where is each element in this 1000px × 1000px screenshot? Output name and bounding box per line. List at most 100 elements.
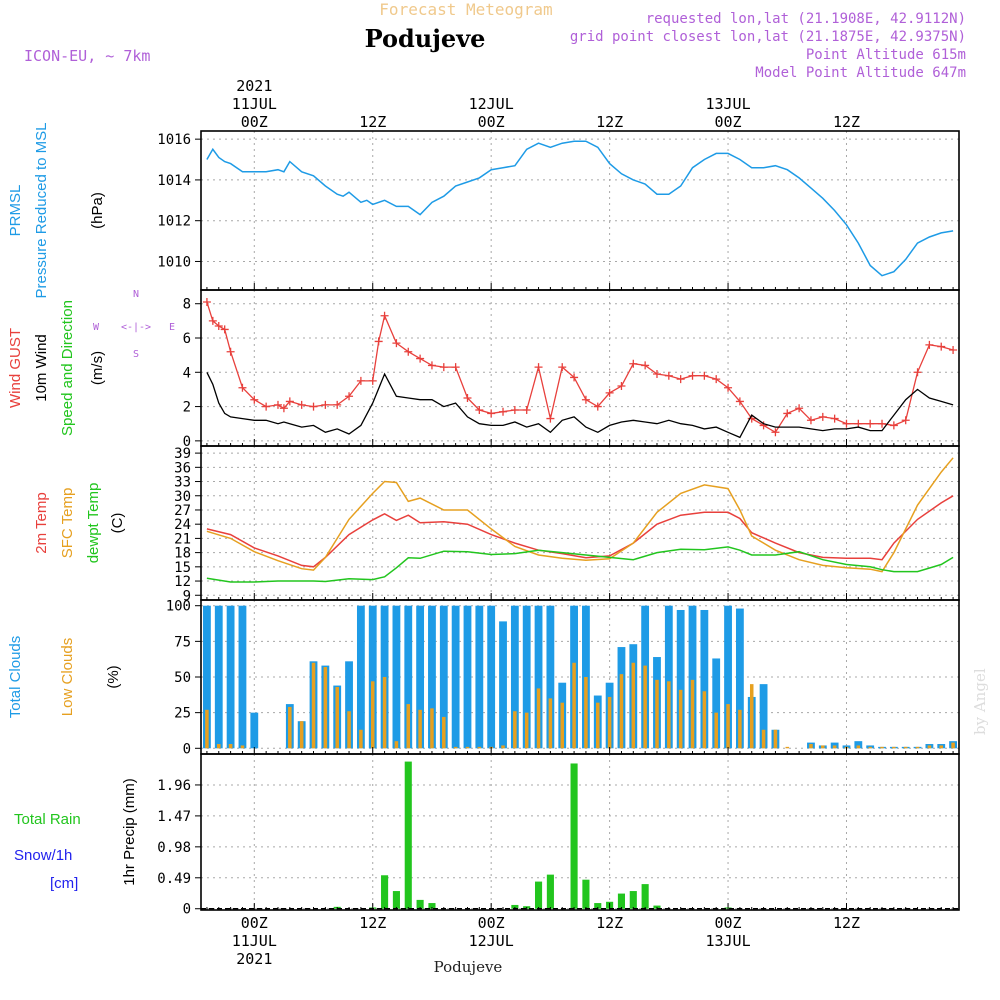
- top-time-label: 12JUL: [469, 95, 514, 113]
- wind-gust-marker: [345, 392, 354, 401]
- wind-gust-marker: [593, 402, 602, 411]
- wind-gust-marker: [712, 375, 721, 384]
- low-cloud-bar: [690, 679, 695, 749]
- low-cloud-bar: [643, 665, 647, 749]
- low-cloud-bar: [501, 745, 505, 749]
- precip-ytick-label: 1.96: [157, 778, 191, 794]
- low-cloud-bar: [359, 729, 363, 749]
- wind-speed-line: [206, 372, 954, 439]
- total-cloud-bar: [664, 605, 673, 749]
- wind-gust-marker: [380, 311, 389, 320]
- low-cloud-bar: [726, 704, 730, 749]
- wind-gust-marker: [226, 347, 235, 356]
- temperature-axis-label: dewpt Temp: [85, 483, 102, 564]
- wind-gust-marker: [487, 409, 496, 418]
- top-time-label: 00Z: [241, 113, 268, 131]
- model-name: ICON-EU, ~ 7km: [24, 47, 150, 65]
- total-cloud-bar: [392, 605, 401, 749]
- rain-bar: [594, 903, 602, 909]
- low-cloud-bar: [749, 684, 754, 749]
- total-cloud-bar: [238, 605, 247, 749]
- low-cloud-bar: [465, 746, 470, 749]
- low-cloud-bar: [903, 746, 908, 749]
- wind-ytick-label: 2: [183, 400, 191, 416]
- total-cloud-bar: [226, 605, 235, 749]
- wind-gust-marker: [949, 346, 958, 354]
- wind-gust-marker: [866, 419, 875, 428]
- total-cloud-bar: [499, 621, 507, 749]
- wind-gust-marker: [510, 406, 519, 414]
- top-time-label: 12Z: [359, 113, 386, 131]
- precip-legend-snow: Snow/1h: [14, 847, 72, 864]
- temperature-ytick-label: 24: [174, 517, 191, 533]
- total-cloud-bar: [676, 609, 685, 749]
- wind-gust-marker: [546, 414, 555, 423]
- bottom-time-label: 12Z: [359, 914, 386, 932]
- total-cloud-bar: [712, 658, 721, 749]
- rain-bar: [641, 884, 649, 909]
- bottom-time-label: 12Z: [833, 914, 860, 932]
- wind-gust-marker: [321, 400, 330, 409]
- wind-gust-marker: [416, 354, 425, 363]
- low-cloud-bar: [572, 662, 576, 749]
- wind-gust-marker: [558, 363, 567, 372]
- wind-gust-marker: [262, 402, 271, 411]
- rain-bar: [617, 893, 626, 909]
- wind-gust-marker: [250, 395, 259, 404]
- wind-gust-marker: [273, 400, 282, 409]
- total-cloud-bar: [510, 605, 519, 749]
- precip-ytick-label: 0: [183, 902, 191, 918]
- wind-gust-marker: [202, 298, 211, 306]
- wind-gust-marker: [499, 407, 508, 416]
- wind-gust-marker: [522, 406, 531, 414]
- wind-ytick-label: 0: [183, 434, 191, 450]
- temperature-series-line: [206, 546, 954, 583]
- total-cloud-bar: [688, 605, 697, 749]
- top-time-label: 2021: [236, 77, 272, 95]
- low-cloud-bar: [228, 744, 233, 749]
- rain-bar: [428, 903, 436, 909]
- pressure-axis-label: (hPa): [89, 192, 106, 229]
- bottom-time-label: 13JUL: [705, 932, 750, 950]
- pressure-ytick-label: 1014: [157, 173, 191, 189]
- low-cloud-bar: [785, 746, 790, 749]
- low-cloud-bar: [477, 746, 482, 749]
- total-cloud-bar: [345, 661, 353, 749]
- pressure-ytick-label: 1016: [157, 132, 191, 148]
- temperature-series-line: [206, 495, 954, 568]
- low-cloud-bar: [939, 745, 943, 749]
- wind-gust-marker: [220, 325, 229, 334]
- wind-gust-marker: [913, 368, 922, 377]
- clouds-axis-label: Low Clouds: [59, 638, 76, 716]
- wind-gust-marker: [279, 404, 288, 413]
- precip-legend-unit: [cm]: [50, 875, 78, 892]
- low-cloud-bar: [335, 686, 339, 749]
- low-cloud-bar: [856, 745, 861, 749]
- clouds-axis-label: (%): [105, 665, 122, 688]
- wind-gust-marker: [451, 363, 460, 372]
- total-cloud-bar: [451, 605, 460, 749]
- wind-gust-marker: [700, 371, 709, 380]
- total-cloud-bar: [463, 605, 472, 749]
- low-cloud-bar: [821, 745, 825, 749]
- wind-gust-line: [206, 301, 954, 434]
- low-cloud-bar: [619, 674, 624, 749]
- bottom-time-label: 11JUL: [232, 932, 277, 950]
- low-cloud-bar: [892, 746, 896, 749]
- pressure-panel-frame: [200, 130, 960, 291]
- low-cloud-bar: [406, 704, 411, 749]
- precip-ytick-label: 0.49: [157, 871, 191, 887]
- low-cloud-bar: [217, 744, 221, 749]
- total-cloud-bar: [724, 605, 732, 749]
- total-cloud-bar: [416, 605, 425, 749]
- wind-gust-marker: [937, 342, 946, 351]
- low-cloud-bar: [880, 746, 884, 749]
- low-cloud-bar: [714, 712, 718, 749]
- low-cloud-bar: [347, 711, 351, 749]
- precip-panel-frame: [200, 753, 960, 911]
- temperature-axis-label: SFC Temp: [59, 488, 76, 559]
- chart-subtitle: Forecast Meteogram: [379, 0, 552, 19]
- total-cloud-bar: [487, 605, 496, 749]
- clouds-ytick-label: 0: [183, 741, 191, 757]
- low-cloud-bar: [240, 745, 245, 749]
